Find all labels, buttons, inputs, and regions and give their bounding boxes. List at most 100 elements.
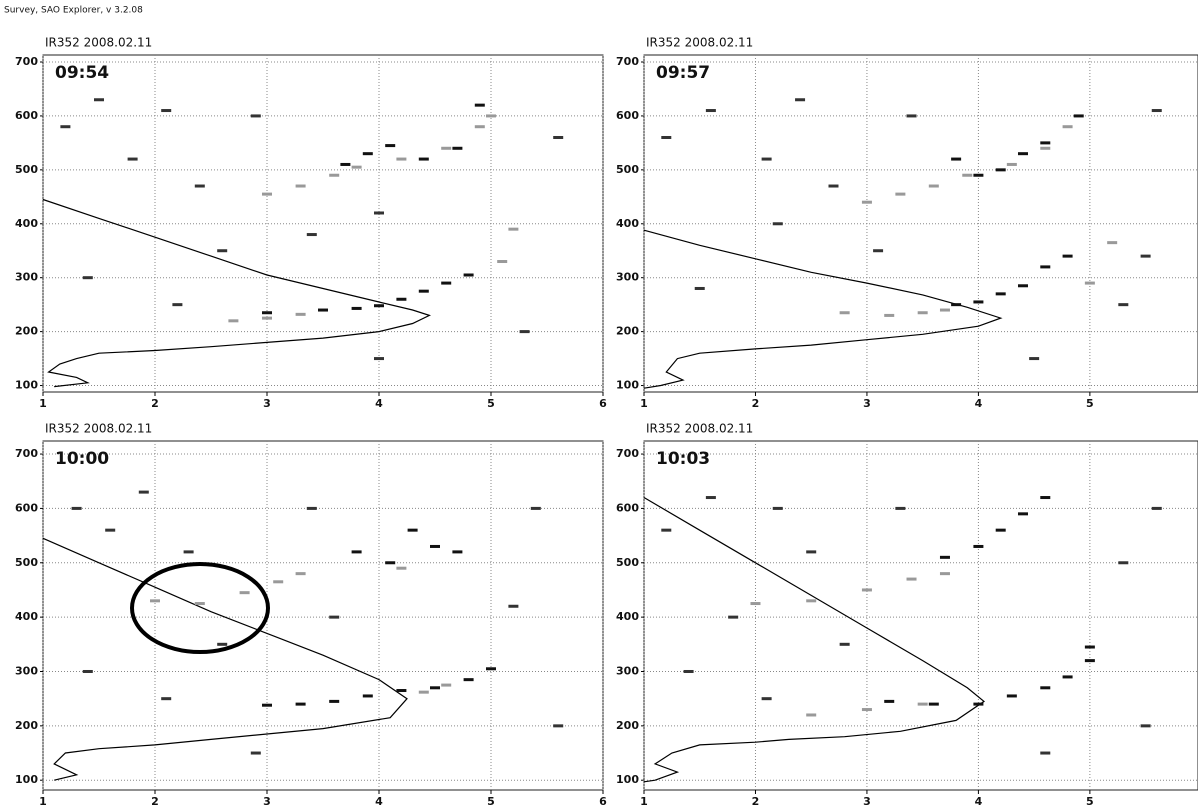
echo-dash bbox=[374, 211, 384, 214]
echo-dash bbox=[1040, 141, 1050, 144]
echo-dash bbox=[408, 529, 418, 532]
echo-dash bbox=[1063, 255, 1073, 258]
echo-dash bbox=[1040, 496, 1050, 499]
y-tick-label: 100 bbox=[15, 773, 38, 786]
y-tick-label: 600 bbox=[15, 109, 38, 122]
y-tick-label: 200 bbox=[616, 325, 639, 338]
x-tick-label: 1 bbox=[39, 795, 47, 808]
echo-dash bbox=[661, 529, 671, 532]
echo-dash bbox=[251, 752, 261, 755]
echo-dash bbox=[340, 163, 350, 166]
echo-dash bbox=[762, 697, 772, 700]
echo-dash bbox=[396, 567, 406, 570]
echo-dash bbox=[363, 152, 373, 155]
echo-dash bbox=[363, 694, 373, 697]
echo-dash bbox=[940, 572, 950, 575]
echo-dash bbox=[806, 713, 816, 716]
echo-dash bbox=[951, 158, 961, 161]
echo-dash bbox=[695, 287, 705, 290]
app-header: Survey, SAO Explorer, v 3.2.08 bbox=[4, 6, 143, 16]
echo-dash bbox=[262, 317, 272, 320]
echo-dash bbox=[806, 599, 816, 602]
echo-dash bbox=[296, 572, 306, 575]
echo-dash bbox=[83, 670, 93, 673]
y-tick-label: 700 bbox=[616, 55, 639, 68]
echo-dash bbox=[161, 109, 171, 112]
echo-dash bbox=[840, 643, 850, 646]
echo-dash bbox=[262, 311, 272, 314]
echo-dash bbox=[862, 708, 872, 711]
echo-dash bbox=[1152, 507, 1162, 510]
echo-dash bbox=[895, 507, 905, 510]
y-tick-label: 700 bbox=[616, 447, 639, 460]
y-tick-label: 100 bbox=[616, 773, 639, 786]
x-tick-label: 3 bbox=[263, 397, 271, 410]
echo-dash bbox=[128, 158, 138, 161]
echo-dash bbox=[396, 298, 406, 301]
echo-dash bbox=[553, 136, 563, 139]
y-tick-label: 400 bbox=[616, 217, 639, 230]
echo-dash bbox=[396, 158, 406, 161]
echo-dash bbox=[661, 136, 671, 139]
echo-dash bbox=[228, 319, 238, 322]
echo-dash bbox=[873, 249, 883, 252]
y-tick-label: 300 bbox=[616, 664, 639, 677]
echo-dash bbox=[1029, 357, 1039, 360]
echo-dash bbox=[195, 185, 205, 188]
echo-dash bbox=[508, 605, 518, 608]
echo-dash bbox=[1141, 724, 1151, 727]
echo-dash bbox=[1118, 303, 1128, 306]
y-tick-label: 400 bbox=[616, 610, 639, 623]
echo-dash bbox=[329, 700, 339, 703]
y-tick-label: 500 bbox=[15, 163, 38, 176]
echo-dash bbox=[441, 684, 451, 687]
echo-dash bbox=[1018, 152, 1028, 155]
echo-dash bbox=[1040, 265, 1050, 268]
y-tick-label: 500 bbox=[15, 556, 38, 569]
echo-dash bbox=[262, 704, 272, 707]
x-tick-label: 5 bbox=[1086, 397, 1094, 410]
x-tick-label: 3 bbox=[263, 795, 271, 808]
echo-dash bbox=[684, 670, 694, 673]
x-tick-label: 5 bbox=[487, 795, 495, 808]
x-tick-label: 2 bbox=[151, 397, 159, 410]
echo-dash bbox=[907, 114, 917, 117]
echo-dash bbox=[750, 602, 760, 605]
echo-dash bbox=[1018, 512, 1028, 515]
echo-dash bbox=[486, 114, 496, 117]
echo-dash bbox=[262, 193, 272, 196]
echo-dash bbox=[296, 313, 306, 316]
x-tick-label: 5 bbox=[487, 397, 495, 410]
x-tick-label: 3 bbox=[863, 795, 871, 808]
echo-dash bbox=[352, 307, 362, 310]
echo-dash bbox=[1107, 241, 1117, 244]
echo-dash bbox=[1007, 163, 1017, 166]
y-tick-label: 200 bbox=[15, 325, 38, 338]
echo-dash bbox=[184, 550, 194, 553]
echo-dash bbox=[72, 507, 82, 510]
echo-dash bbox=[773, 222, 783, 225]
x-tick-label: 3 bbox=[863, 397, 871, 410]
echo-dash bbox=[161, 697, 171, 700]
panel-label: IR352 2008.02.11 bbox=[45, 422, 152, 436]
echo-dash bbox=[385, 561, 395, 564]
y-tick-label: 600 bbox=[616, 501, 639, 514]
echo-dash bbox=[929, 703, 939, 706]
x-tick-label: 5 bbox=[1086, 795, 1094, 808]
echo-dash bbox=[452, 550, 462, 553]
echo-dash bbox=[951, 303, 961, 306]
time-label: 10:03 bbox=[656, 449, 710, 469]
echo-dash bbox=[396, 689, 406, 692]
echo-dash bbox=[374, 357, 384, 360]
echo-dash bbox=[307, 233, 317, 236]
echo-dash bbox=[296, 703, 306, 706]
ionogram-screen: Survey, SAO Explorer, v 3.2.08 IR352 200… bbox=[0, 0, 1198, 809]
echo-dash bbox=[996, 292, 1006, 295]
echo-dash bbox=[940, 556, 950, 559]
x-tick-label: 4 bbox=[375, 397, 383, 410]
panel-label: IR352 2008.02.11 bbox=[646, 422, 753, 436]
echo-dash bbox=[441, 147, 451, 150]
echo-dash bbox=[762, 158, 772, 161]
x-tick-label: 1 bbox=[640, 795, 648, 808]
echo-dash bbox=[497, 260, 507, 263]
